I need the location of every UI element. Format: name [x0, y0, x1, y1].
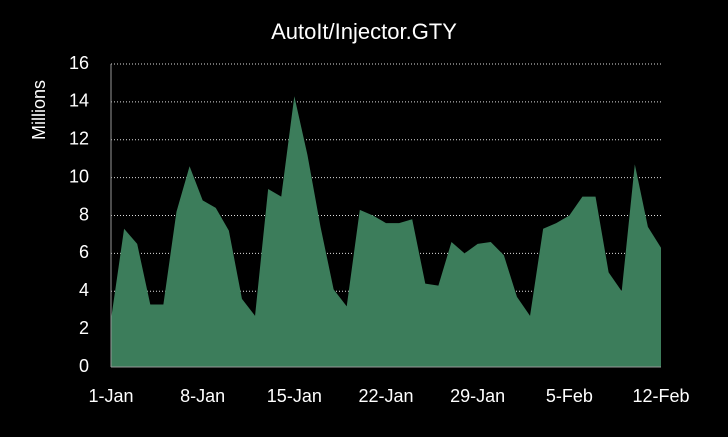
x-tick-label: 22-Jan	[358, 386, 413, 406]
y-tick-label: 12	[69, 129, 89, 149]
x-tick-label: 29-Jan	[450, 386, 505, 406]
x-tick-label: 5-Feb	[546, 386, 593, 406]
y-tick-label: 8	[79, 204, 89, 224]
y-tick-label: 2	[79, 318, 89, 338]
x-tick-label: 1-Jan	[88, 386, 133, 406]
y-tick-label: 16	[69, 53, 89, 73]
y-axis-label: Millions	[29, 80, 49, 140]
chart-title: AutoIt/Injector.GTY	[271, 19, 457, 44]
y-tick-label: 14	[69, 91, 89, 111]
x-tick-label: 8-Jan	[180, 386, 225, 406]
x-tick-label: 15-Jan	[267, 386, 322, 406]
y-tick-label: 0	[79, 356, 89, 376]
x-tick-label: 12-Feb	[632, 386, 689, 406]
y-tick-label: 6	[79, 242, 89, 262]
y-tick-label: 4	[79, 280, 89, 300]
y-tick-label: 10	[69, 166, 89, 186]
area	[111, 96, 661, 367]
